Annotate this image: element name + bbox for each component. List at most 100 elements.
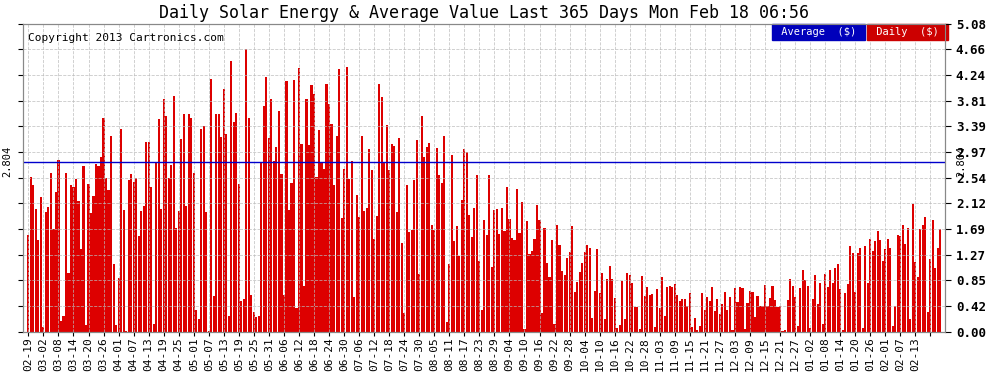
Bar (729, 297, 731, 332)
Bar (526, 221, 528, 332)
Bar (663, 316, 666, 332)
Bar (937, 248, 939, 332)
Bar (120, 129, 122, 332)
Bar (275, 147, 277, 332)
Bar (874, 242, 876, 332)
Bar (621, 281, 624, 332)
Bar (840, 289, 842, 332)
Bar (481, 310, 483, 332)
Bar (308, 146, 310, 332)
Bar (548, 278, 550, 332)
Bar (183, 114, 185, 332)
Bar (771, 286, 773, 332)
Bar (213, 296, 215, 332)
Bar (460, 200, 463, 332)
Bar (290, 183, 292, 332)
Bar (851, 253, 853, 332)
Bar (125, 331, 127, 332)
Bar (814, 276, 816, 332)
Title: Daily Solar Energy & Average Value Last 365 Days Mon Feb 18 06:56: Daily Solar Energy & Average Value Last … (159, 4, 810, 22)
Bar (561, 271, 563, 332)
Bar (637, 307, 639, 332)
Bar (318, 130, 320, 332)
Bar (524, 329, 526, 332)
Bar (493, 210, 495, 332)
Bar (566, 258, 568, 332)
Bar (594, 291, 596, 332)
Bar (33, 185, 35, 332)
Bar (854, 292, 856, 332)
Bar (448, 264, 450, 332)
Bar (832, 283, 834, 332)
Bar (223, 89, 225, 332)
Bar (553, 324, 555, 332)
Text: Average  ($): Average ($) (775, 27, 862, 37)
Bar (463, 149, 465, 332)
Bar (298, 68, 300, 332)
Bar (573, 291, 575, 332)
Bar (912, 204, 914, 332)
Bar (82, 166, 84, 332)
Bar (734, 288, 736, 332)
Bar (746, 303, 748, 332)
Bar (544, 228, 545, 332)
Bar (534, 239, 536, 332)
Bar (516, 189, 518, 332)
Bar (273, 162, 275, 332)
Bar (629, 275, 631, 332)
Bar (257, 316, 260, 332)
Bar (115, 325, 117, 332)
Bar (789, 279, 791, 332)
Bar (30, 177, 32, 332)
Bar (108, 190, 110, 332)
Bar (864, 246, 866, 332)
Bar (103, 118, 105, 332)
Bar (205, 211, 207, 332)
Bar (380, 97, 383, 332)
Bar (28, 235, 30, 332)
Bar (648, 294, 650, 332)
Bar (360, 136, 362, 332)
Bar (446, 322, 447, 332)
Bar (143, 206, 145, 332)
Bar (724, 292, 726, 332)
Bar (822, 324, 824, 332)
Bar (794, 297, 796, 332)
Bar (465, 152, 468, 332)
Bar (268, 138, 270, 332)
Bar (739, 287, 742, 332)
Bar (646, 288, 648, 332)
Bar (501, 209, 503, 332)
Bar (72, 187, 74, 332)
Bar (333, 185, 336, 332)
Bar (722, 304, 724, 332)
Bar (774, 300, 776, 332)
Bar (130, 174, 133, 332)
Bar (59, 321, 62, 332)
Bar (719, 314, 721, 332)
Bar (346, 67, 347, 332)
Bar (138, 236, 140, 332)
Bar (927, 312, 929, 332)
Bar (786, 300, 789, 332)
Bar (365, 209, 367, 332)
Bar (925, 217, 927, 332)
Bar (458, 256, 460, 332)
Bar (558, 246, 560, 332)
Bar (661, 277, 663, 332)
Bar (653, 327, 655, 332)
Bar (80, 249, 82, 332)
Bar (386, 125, 388, 332)
Bar (336, 136, 338, 332)
Bar (326, 84, 328, 332)
Bar (133, 182, 135, 332)
Bar (350, 160, 352, 332)
Bar (704, 310, 706, 332)
Bar (809, 328, 811, 332)
Bar (262, 106, 265, 332)
Bar (609, 266, 611, 332)
Bar (846, 284, 848, 332)
Bar (316, 177, 318, 332)
Bar (563, 275, 565, 332)
Bar (576, 282, 578, 332)
